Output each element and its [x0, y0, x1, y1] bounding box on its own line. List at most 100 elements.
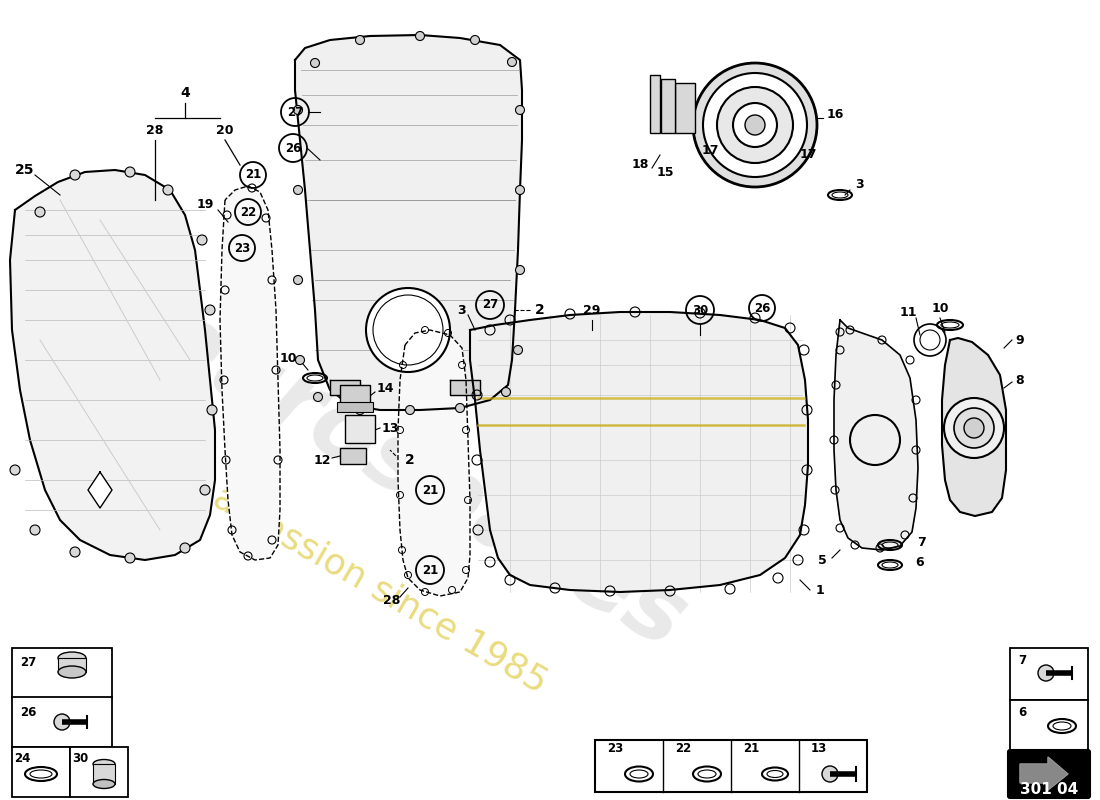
Text: 29: 29: [583, 303, 601, 317]
Polygon shape: [330, 380, 360, 395]
Bar: [595, 740, 867, 792]
Text: 11: 11: [900, 306, 916, 318]
Circle shape: [294, 275, 302, 285]
Text: 18: 18: [631, 158, 649, 171]
Text: 26: 26: [20, 706, 36, 718]
Circle shape: [10, 465, 20, 475]
Circle shape: [30, 525, 40, 535]
Bar: [94, 764, 115, 784]
Polygon shape: [398, 330, 470, 596]
Circle shape: [70, 170, 80, 180]
Polygon shape: [470, 312, 808, 592]
Circle shape: [455, 403, 464, 413]
Circle shape: [35, 207, 45, 217]
Circle shape: [70, 547, 80, 557]
Text: 24: 24: [14, 751, 30, 765]
Ellipse shape: [58, 666, 86, 678]
Text: 23: 23: [607, 742, 623, 754]
Ellipse shape: [58, 652, 86, 664]
Text: 21: 21: [422, 483, 438, 497]
Circle shape: [180, 543, 190, 553]
Circle shape: [416, 31, 425, 41]
Polygon shape: [88, 472, 112, 508]
Text: 27: 27: [482, 298, 498, 311]
Polygon shape: [450, 380, 480, 395]
Circle shape: [125, 553, 135, 563]
Text: 10: 10: [279, 351, 297, 365]
Circle shape: [507, 58, 517, 66]
Text: 28: 28: [146, 123, 164, 137]
Bar: [12, 648, 112, 698]
Circle shape: [355, 35, 364, 45]
Bar: [345, 415, 375, 443]
Circle shape: [310, 58, 319, 67]
Circle shape: [125, 167, 135, 177]
Circle shape: [944, 398, 1004, 458]
Text: 21: 21: [422, 563, 438, 577]
Text: 21: 21: [742, 742, 759, 754]
Circle shape: [471, 35, 480, 45]
Circle shape: [294, 106, 302, 114]
Circle shape: [703, 73, 807, 177]
Bar: [58, 658, 86, 672]
Polygon shape: [1020, 757, 1068, 790]
Circle shape: [406, 406, 415, 414]
Text: 6: 6: [915, 555, 924, 569]
Circle shape: [207, 405, 217, 415]
Bar: [1010, 648, 1088, 700]
Circle shape: [314, 393, 322, 402]
Circle shape: [197, 235, 207, 245]
Text: 17: 17: [800, 149, 816, 162]
Circle shape: [205, 305, 214, 315]
Circle shape: [693, 63, 817, 187]
Text: 25: 25: [15, 163, 35, 177]
Bar: [58, 658, 86, 672]
Circle shape: [366, 288, 450, 372]
Text: 3: 3: [458, 303, 466, 317]
Circle shape: [502, 387, 510, 397]
Text: 6: 6: [1018, 706, 1026, 718]
Text: 26: 26: [754, 302, 770, 314]
Text: 2: 2: [535, 303, 544, 317]
Polygon shape: [295, 35, 522, 410]
Polygon shape: [942, 338, 1007, 516]
Text: 15: 15: [657, 166, 673, 178]
Text: 17: 17: [702, 143, 718, 157]
Polygon shape: [220, 186, 280, 560]
Text: 23: 23: [234, 242, 250, 254]
Circle shape: [54, 714, 70, 730]
Text: 22: 22: [240, 206, 256, 218]
Text: 3: 3: [856, 178, 865, 191]
Text: 7: 7: [917, 535, 926, 549]
Text: 1: 1: [815, 583, 824, 597]
Text: 2: 2: [405, 453, 415, 467]
Bar: [70, 747, 128, 797]
Bar: [337, 402, 373, 412]
Text: 12: 12: [314, 454, 331, 466]
Circle shape: [822, 766, 838, 782]
Text: eurospares: eurospares: [139, 290, 702, 670]
Circle shape: [200, 485, 210, 495]
Circle shape: [954, 408, 994, 448]
Bar: [12, 747, 70, 797]
Text: 14: 14: [376, 382, 394, 394]
Circle shape: [717, 87, 793, 163]
Text: 8: 8: [1015, 374, 1024, 386]
Circle shape: [514, 346, 522, 354]
Text: 4: 4: [180, 86, 190, 100]
Circle shape: [294, 186, 302, 194]
Circle shape: [516, 186, 525, 194]
Text: 9: 9: [1015, 334, 1024, 346]
Polygon shape: [834, 320, 918, 550]
Circle shape: [296, 355, 305, 365]
Circle shape: [516, 266, 525, 274]
Circle shape: [1038, 665, 1054, 681]
Text: 27: 27: [287, 106, 304, 118]
Bar: [340, 448, 366, 464]
FancyBboxPatch shape: [1008, 750, 1090, 798]
Text: 5: 5: [817, 554, 826, 566]
Ellipse shape: [94, 779, 115, 789]
Bar: [340, 385, 370, 403]
Bar: [12, 697, 112, 747]
Text: 26: 26: [285, 142, 301, 154]
